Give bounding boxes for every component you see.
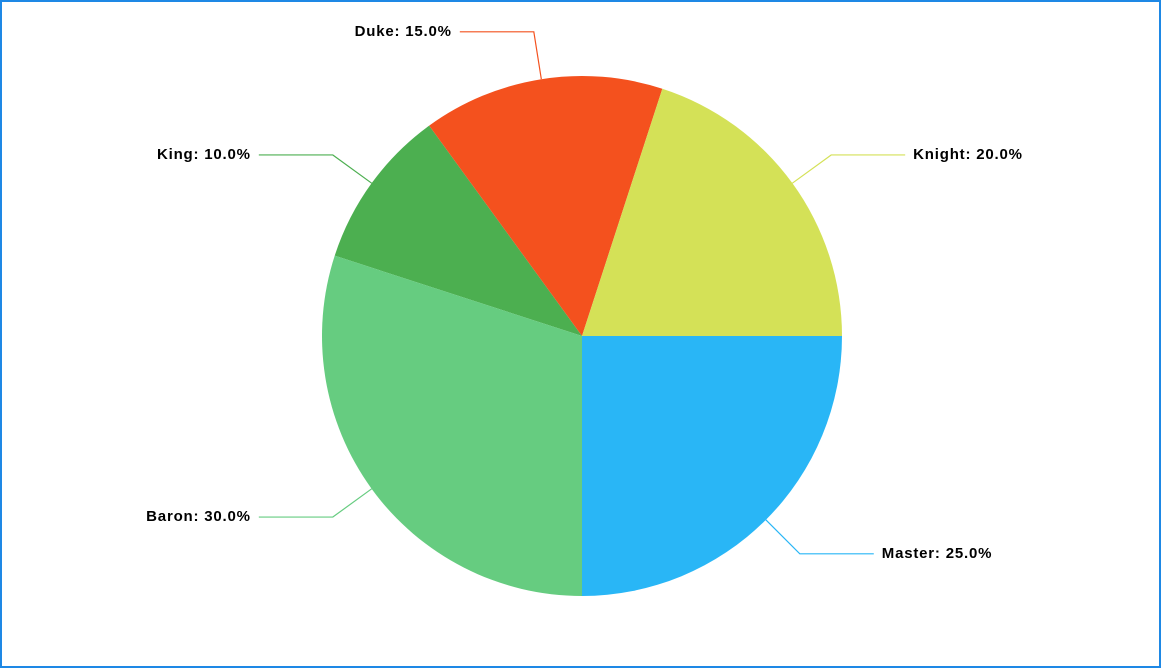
pie-slice-master xyxy=(582,336,842,596)
leader-line xyxy=(792,155,905,183)
leader-line xyxy=(259,155,372,183)
leader-line xyxy=(259,489,372,517)
leader-line xyxy=(460,32,542,79)
pie-chart: King: 10.0% Duke: 15.0% Knight: 20.0% Maste… xyxy=(2,2,1161,670)
slice-label: King: 10.0% xyxy=(157,146,251,163)
slice-label: Baron: 30.0% xyxy=(146,508,251,525)
pie-slices xyxy=(322,76,842,596)
slice-label: Master: 25.0% xyxy=(882,545,992,562)
chart-frame: King: 10.0% Duke: 15.0% Knight: 20.0% Maste… xyxy=(0,0,1161,668)
leader-line xyxy=(766,520,874,554)
slice-label: Duke: 15.0% xyxy=(355,23,452,40)
slice-label: Knight: 20.0% xyxy=(913,146,1023,163)
